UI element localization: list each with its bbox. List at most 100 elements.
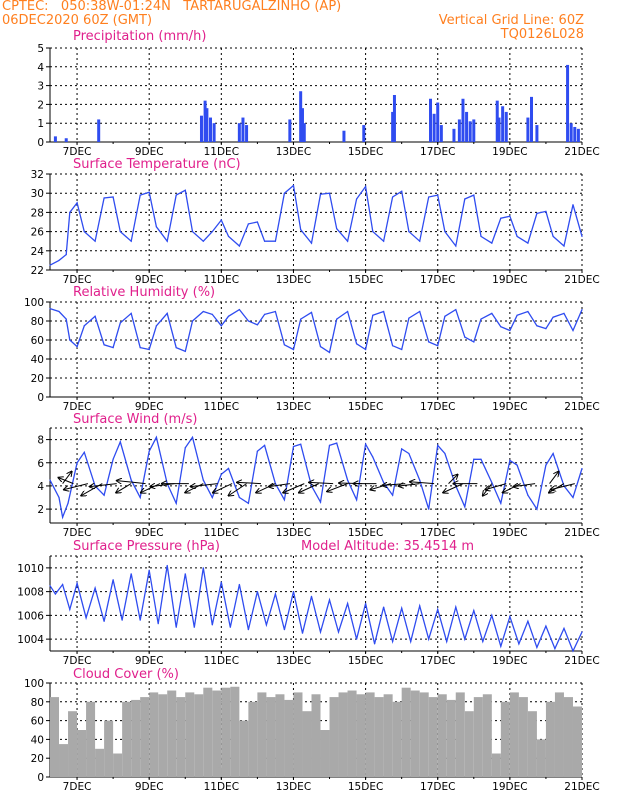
y-tick-label: 5 (37, 43, 44, 55)
rh-data-point (355, 343, 358, 345)
cloud-bar (392, 701, 402, 777)
x-tick-label: 15DEC (348, 781, 383, 793)
rh-data-point (536, 325, 538, 327)
precip-bar (429, 98, 433, 142)
pres-data-point (527, 620, 529, 622)
y-tick-label: 4 (37, 62, 44, 74)
temp-data-point (139, 194, 141, 196)
pres-data-point (112, 579, 114, 581)
rh-data-point (346, 310, 349, 313)
rh-data-point (148, 348, 150, 351)
x-tick-label: 19DEC (492, 146, 527, 158)
pres-data-point (346, 602, 349, 605)
wind-data-point (220, 473, 222, 475)
pres-data-point (166, 564, 168, 567)
y-tick-label: 32 (31, 169, 44, 181)
x-tick-label: 13DEC (276, 527, 311, 539)
cloud-bar (446, 699, 456, 777)
rh-data-point (572, 329, 574, 332)
temp-data-point (83, 231, 85, 233)
rh-data-point (256, 324, 258, 326)
pres-data-point (265, 624, 268, 626)
wind-data-point (516, 464, 518, 466)
x-tick-label: 9DEC (135, 655, 164, 667)
temp-data-point (130, 240, 132, 242)
cloud-bar (95, 748, 105, 777)
temp-data-point (166, 240, 168, 242)
rh-data-point (83, 325, 85, 327)
precip-bar (576, 128, 580, 142)
panel-pres: 7DEC 9DEC 11DEC 13DEC 15DEC 17DEC 19DEC 21DEC 10… (17, 539, 599, 667)
panel-wind: 7DEC 9DEC 11DEC 13DEC 15DEC 17DEC 19DEC 21DEC 2 4… (37, 412, 599, 539)
x-tick-label: 21DEC (564, 527, 599, 539)
cloud-bar (428, 697, 438, 777)
wind-data-point (536, 508, 538, 510)
pres-data-point (94, 587, 96, 589)
precip-bar (199, 115, 203, 142)
rh-data-point (509, 329, 511, 332)
temp-data-point (372, 231, 374, 233)
pres-data-point (184, 573, 186, 575)
wind-data-point (264, 444, 266, 446)
cloud-bar (473, 697, 483, 777)
wind-data-point (191, 436, 194, 438)
temp-data-point (464, 198, 466, 200)
rh-data-point (419, 310, 421, 313)
wind-data-point (256, 450, 258, 452)
precip-bar (472, 119, 476, 142)
y-tick-label: 100 (24, 297, 44, 309)
pres-data-point (337, 631, 340, 633)
y-tick-label: 30 (31, 188, 44, 200)
panel-precip: 7DEC 9DEC 11DEC 13DEC 15DEC 17DEC 19DEC 21DEC 0 1… (37, 29, 599, 158)
rh-data-point (76, 346, 78, 348)
pres-data-point (581, 631, 583, 633)
cloud-bar (401, 687, 411, 777)
wind-data-point (83, 451, 85, 453)
wind-data-point (392, 494, 394, 496)
temp-data-point (69, 211, 71, 213)
x-tick-label: 7DEC (63, 401, 92, 413)
x-tick-label: 7DEC (63, 781, 92, 793)
cloud-bar (545, 701, 555, 777)
wind-vector-arrow (443, 483, 464, 493)
temp-data-point (455, 245, 457, 247)
temp-data-point (310, 242, 313, 244)
wind-data-point (408, 452, 410, 455)
y-tick-label: 80 (31, 697, 44, 709)
temp-data-point (581, 235, 583, 237)
cloud-bar (266, 697, 276, 777)
y-tick-label: 100 (24, 678, 44, 690)
y-tick-label: 40 (31, 734, 44, 746)
wind-data-point (491, 481, 493, 484)
temp-data-point (191, 231, 194, 233)
precip-bar (465, 111, 469, 142)
temp-data-point (408, 231, 410, 233)
x-tick-label: 19DEC (492, 401, 527, 413)
temp-data-point (516, 235, 518, 237)
precip-bar (299, 91, 303, 142)
precip-bar (495, 100, 499, 142)
x-tick-label: 15DEC (348, 527, 383, 539)
wind-data-point (328, 444, 331, 446)
temp-data-point (264, 240, 266, 242)
rh-data-point (392, 345, 394, 347)
x-tick-label: 17DEC (420, 655, 455, 667)
wind-data-point (112, 458, 114, 460)
wind-data-point (527, 494, 529, 496)
rh-data-point (455, 309, 457, 311)
precip-bar (535, 125, 539, 142)
rh-data-point (238, 309, 240, 311)
wind-vector-arrow (116, 483, 132, 493)
y-tick-label: 40 (31, 354, 44, 366)
temp-data-point (49, 264, 51, 266)
x-tick-label: 15DEC (348, 274, 383, 286)
wind-data-point (500, 502, 502, 504)
temp-data-point (401, 190, 403, 192)
wind-vector-arrow (551, 483, 575, 490)
rh-data-point (119, 322, 121, 324)
wind-vector-arrow (64, 483, 88, 490)
wind-data-point (401, 448, 403, 450)
wind-vector-arrow (90, 484, 117, 487)
y-tick-label: 20 (31, 753, 44, 765)
wind-data-point (419, 479, 421, 481)
